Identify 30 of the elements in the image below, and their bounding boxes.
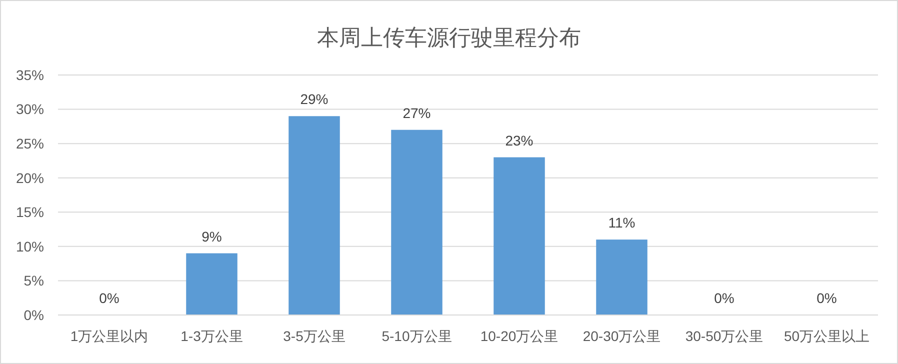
x-tick-label: 10-20万公里 — [480, 328, 558, 344]
y-tick-label: 10% — [16, 238, 44, 254]
data-label: 0% — [816, 290, 837, 306]
bar — [288, 116, 340, 315]
y-tick-label: 5% — [24, 272, 44, 289]
data-label: 11% — [608, 214, 636, 231]
bar — [186, 253, 238, 315]
x-tick-label: 1-3万公里 — [180, 328, 243, 344]
data-label: 23% — [505, 132, 534, 148]
data-label: 0% — [99, 290, 120, 306]
y-tick-label: 35% — [16, 66, 44, 83]
data-label: 9% — [202, 228, 222, 244]
y-tick-label: 25% — [16, 135, 44, 152]
y-tick-label: 30% — [16, 101, 44, 118]
bar — [391, 130, 442, 315]
x-tick-label: 5-10万公里 — [382, 328, 452, 344]
bar — [494, 157, 545, 315]
data-label: 29% — [300, 91, 328, 108]
y-tick-label: 15% — [16, 204, 44, 220]
x-tick-label: 3-5万公里 — [283, 328, 346, 344]
data-label: 0% — [714, 290, 734, 306]
x-tick-label: 50万公里以上 — [784, 328, 870, 344]
x-tick-label: 20-30万公里 — [582, 328, 661, 344]
y-tick-label: 0% — [24, 306, 44, 323]
chart-title: 本周上传车源行驶里程分布 — [317, 25, 581, 50]
bar — [596, 240, 648, 315]
data-label: 27% — [402, 104, 431, 121]
x-tick-label: 30-50万公里 — [685, 328, 764, 344]
x-tick-label: 1万公里以内 — [70, 328, 148, 344]
y-tick-label: 20% — [16, 170, 44, 186]
